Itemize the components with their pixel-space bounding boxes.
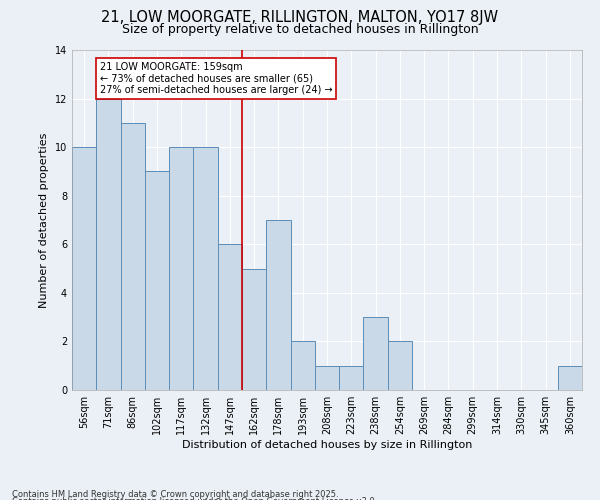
Text: 21, LOW MOORGATE, RILLINGTON, MALTON, YO17 8JW: 21, LOW MOORGATE, RILLINGTON, MALTON, YO… xyxy=(101,10,499,25)
Text: Contains HM Land Registry data © Crown copyright and database right 2025.: Contains HM Land Registry data © Crown c… xyxy=(12,490,338,499)
Bar xyxy=(121,123,145,390)
Text: 21 LOW MOORGATE: 159sqm
← 73% of detached houses are smaller (65)
27% of semi-de: 21 LOW MOORGATE: 159sqm ← 73% of detache… xyxy=(100,62,332,96)
Bar xyxy=(266,220,290,390)
Y-axis label: Number of detached properties: Number of detached properties xyxy=(39,132,49,308)
Bar xyxy=(558,366,582,390)
Bar xyxy=(169,147,193,390)
Bar xyxy=(145,172,169,390)
Bar xyxy=(242,268,266,390)
Text: Contains public sector information licensed under the Open Government Licence v3: Contains public sector information licen… xyxy=(12,497,377,500)
Bar xyxy=(315,366,339,390)
Bar xyxy=(96,98,121,390)
Bar xyxy=(388,342,412,390)
Text: Size of property relative to detached houses in Rillington: Size of property relative to detached ho… xyxy=(122,22,478,36)
Bar xyxy=(218,244,242,390)
Bar xyxy=(290,342,315,390)
Bar xyxy=(364,317,388,390)
X-axis label: Distribution of detached houses by size in Rillington: Distribution of detached houses by size … xyxy=(182,440,472,450)
Bar xyxy=(339,366,364,390)
Bar xyxy=(193,147,218,390)
Bar xyxy=(72,147,96,390)
